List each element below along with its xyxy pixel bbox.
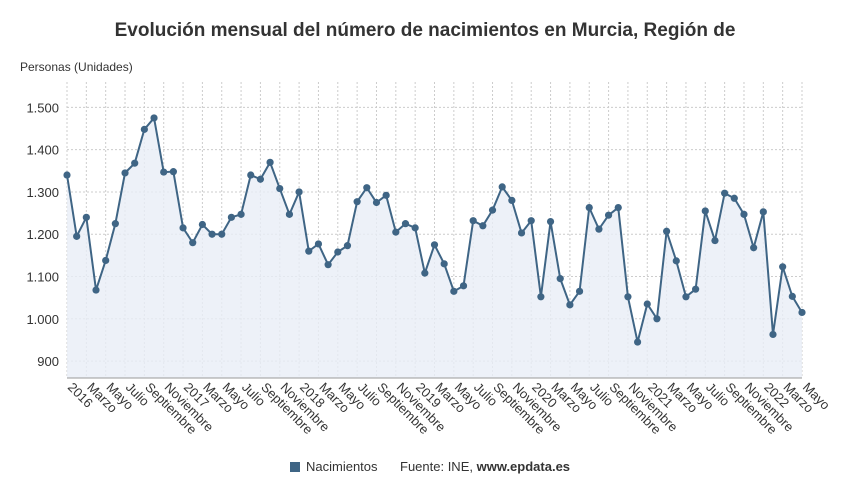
y-tick-label: 900 <box>37 354 59 369</box>
data-point <box>604 211 613 219</box>
data-point <box>218 230 226 238</box>
data-point <box>537 293 545 301</box>
data-point <box>353 198 361 206</box>
data-point <box>305 247 313 255</box>
data-point <box>450 287 458 295</box>
data-point <box>334 248 342 256</box>
source-prefix: Fuente: INE, <box>400 459 477 474</box>
data-point <box>721 189 729 197</box>
data-point <box>459 282 468 290</box>
data-point <box>256 175 265 183</box>
data-point <box>237 210 245 218</box>
data-point <box>546 217 555 226</box>
data-point <box>469 217 477 225</box>
data-point <box>479 222 487 230</box>
data-point <box>508 196 516 204</box>
data-point <box>92 286 100 294</box>
data-point <box>440 260 448 268</box>
data-point <box>430 241 439 249</box>
data-point <box>788 292 796 300</box>
data-point <box>121 169 129 177</box>
data-point <box>295 188 303 196</box>
data-point <box>276 184 284 193</box>
data-point <box>382 191 390 199</box>
data-point <box>401 220 410 228</box>
y-tick-labels: 900 1.000 1.100 1.200 1.300 1.400 1.500 <box>26 100 59 369</box>
data-point <box>779 263 787 271</box>
data-point <box>343 242 352 250</box>
legend-label: Nacimientos <box>306 459 378 474</box>
data-point <box>198 220 206 229</box>
data-point <box>614 203 622 212</box>
data-point <box>208 230 216 238</box>
data-point <box>740 210 748 218</box>
data-point <box>692 285 700 293</box>
data-point <box>701 207 709 215</box>
data-point <box>759 208 767 216</box>
data-point <box>179 224 187 232</box>
y-tick-label: 1.400 <box>26 143 59 158</box>
x-tick-labels: 2016MarzoMayoJulioSeptiembreNoviembre201… <box>65 380 833 438</box>
data-point <box>266 158 274 166</box>
data-point <box>102 256 110 265</box>
data-point <box>711 236 719 245</box>
data-point <box>624 293 632 301</box>
data-point <box>82 213 90 221</box>
data-point <box>798 308 806 317</box>
data-point <box>363 184 371 192</box>
y-tick-label: 1.100 <box>26 270 59 285</box>
data-point <box>169 168 177 176</box>
data-point <box>73 232 81 240</box>
data-point <box>150 114 158 122</box>
data-point <box>247 171 255 179</box>
data-point <box>575 287 584 295</box>
data-point <box>653 315 661 323</box>
data-points <box>63 114 806 346</box>
data-point <box>769 330 777 339</box>
data-point <box>421 269 429 277</box>
data-point <box>63 171 71 179</box>
data-point <box>585 203 593 212</box>
data-point <box>324 261 332 269</box>
data-point <box>556 275 564 283</box>
data-point <box>633 338 642 346</box>
data-point <box>392 228 400 236</box>
source-note: Fuente: INE, www.epdata.es <box>400 459 570 474</box>
data-point <box>140 125 148 133</box>
data-point <box>372 198 381 207</box>
data-point <box>527 217 535 225</box>
data-point <box>160 168 168 176</box>
legend[interactable]: Nacimientos <box>290 459 378 474</box>
data-point <box>643 300 651 308</box>
data-point <box>672 257 680 265</box>
source-site[interactable]: www.epdata.es <box>476 459 571 474</box>
data-point <box>750 244 758 252</box>
data-point <box>566 301 574 309</box>
data-point <box>730 194 738 202</box>
chart-title: Evolución mensual del número de nacimien… <box>114 20 736 41</box>
data-point <box>285 210 294 218</box>
data-point <box>498 183 506 191</box>
legend-swatch <box>290 461 300 472</box>
y-tick-label: 1.200 <box>26 227 59 242</box>
y-axis-label: Personas (Unidades) <box>20 60 133 74</box>
y-tick-label: 1.000 <box>26 312 59 327</box>
data-point <box>189 239 197 247</box>
data-point <box>517 229 526 237</box>
data-point <box>131 159 139 167</box>
y-tick-label: 1.500 <box>26 100 59 115</box>
data-point <box>663 227 671 235</box>
y-tick-label: 1.300 <box>26 185 59 200</box>
data-point <box>411 224 419 232</box>
data-point <box>595 225 603 233</box>
data-point <box>488 206 497 214</box>
data-point <box>111 220 119 228</box>
data-point <box>227 213 236 221</box>
data-point <box>682 293 690 301</box>
data-point <box>314 240 323 248</box>
